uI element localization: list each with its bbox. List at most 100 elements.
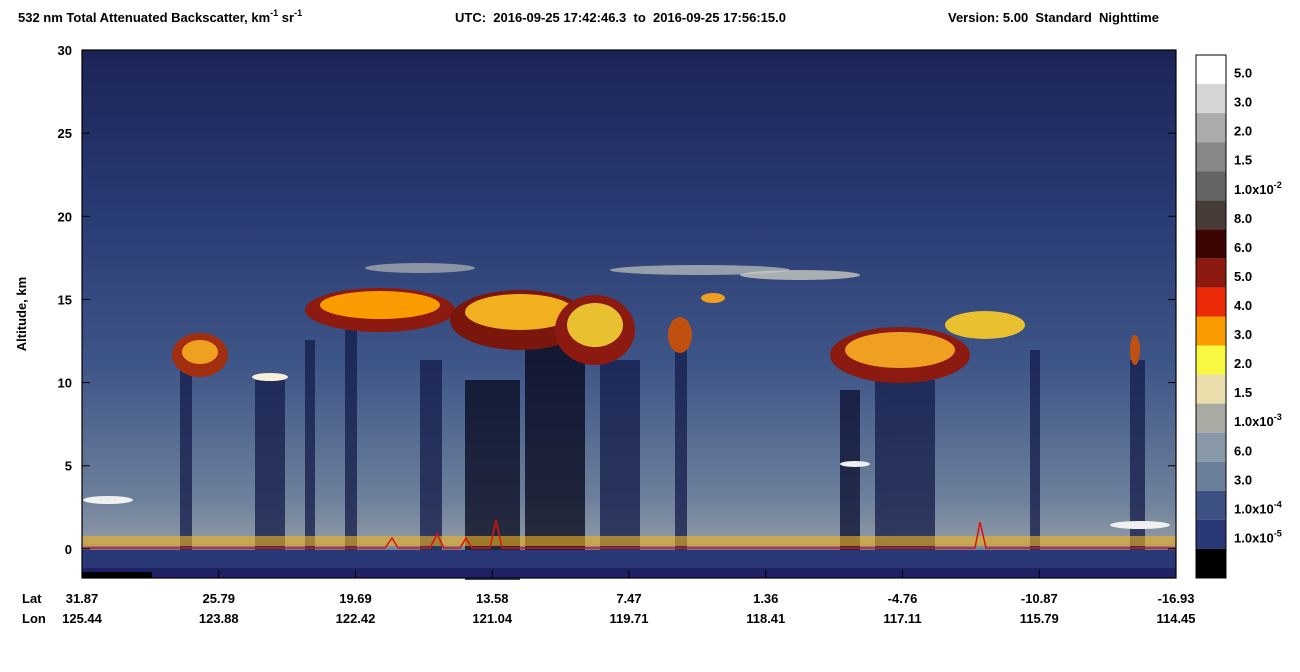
cloud [610,265,790,275]
lon-tick-label: 121.04 [472,611,513,626]
subsurface [82,572,152,578]
lat-tick-label: -4.76 [888,591,918,606]
colorbar-cell [1196,432,1226,462]
cloud [668,317,692,353]
lon-tick-label: 118.41 [746,611,785,626]
colorbar-cell [1196,345,1226,375]
colorbar-label-base: 6.0 [1234,443,1252,458]
colorbar-cell [1196,374,1226,404]
lat-tick-label: 13.58 [476,591,509,606]
cloud [465,294,575,330]
column [465,380,520,580]
colorbar-cell [1196,258,1226,288]
colorbar-label-base: 1.0x10 [1234,530,1274,545]
cloud [845,332,955,368]
cloud [1130,335,1140,365]
lon-tick-label: 114.45 [1156,611,1195,626]
surface-elevation [82,519,1176,549]
chart-title: 532 nm Total Attenuated Backscatter, km-… [18,8,302,25]
colorbar-label: 3.0 [1234,472,1252,487]
colorbar-label: 4.0 [1234,298,1252,313]
y-tick-label: 10 [58,376,72,391]
cloud [740,270,860,280]
cloud [567,303,623,347]
lon-tick-label: 119.71 [609,611,648,626]
colorbar-label: 6.0 [1234,240,1252,255]
colorbar-label-exp: -3 [1274,412,1282,422]
colorbar-label-base: 3.0 [1234,95,1252,110]
y-tick-label: 20 [58,209,72,224]
colorbar-cell [1196,316,1226,346]
colorbar-label-base: 2.0 [1234,124,1252,139]
column [420,360,442,550]
y-tick-label: 25 [58,126,72,141]
colorbar-cell [1196,403,1226,433]
column [255,380,285,550]
backscatter-image [82,50,1176,580]
colorbar-cell [1196,171,1226,201]
colorbar-label: 1.0x10-5 [1234,528,1282,545]
colorbar-cell [1196,200,1226,230]
colorbar-label-exp: -4 [1274,499,1282,509]
cloud [365,263,475,273]
colorbar-label: 1.5 [1234,385,1252,400]
cloud [1110,521,1170,529]
colorbar-label-base: 4.0 [1234,298,1252,313]
column [840,390,860,578]
cloud [701,293,725,303]
colorbar-cell [1196,548,1226,578]
column [525,320,585,578]
column [875,380,935,550]
utc-range: UTC: 2016-09-25 17:42:46.3 to 2016-09-25… [455,10,786,25]
column [675,350,687,550]
colorbar-label: 1.5 [1234,153,1252,168]
colorbar-label-base: 1.0x10 [1234,501,1274,516]
colorbar-label-exp: -5 [1274,528,1282,538]
lon-tick-label: 125.44 [62,611,103,626]
lon-tick-label: 115.79 [1020,611,1059,626]
cloud [945,311,1025,339]
lat-tick-label: -16.93 [1158,591,1195,606]
colorbar-cell [1196,55,1226,85]
lon-tick-label: 122.42 [336,611,376,626]
colorbar-cell [1196,519,1226,549]
colorbar-label: 8.0 [1234,211,1252,226]
lat-tick-label: 25.79 [202,591,235,606]
y-axis-label: Altitude, km [14,277,29,351]
x-row-label: Lat [22,591,42,606]
colorbar-cell [1196,229,1226,259]
colorbar-label: 1.0x10-4 [1234,499,1282,516]
colorbar-cell [1196,142,1226,172]
colorbar-label: 1.0x10-3 [1234,412,1282,429]
lat-tick-label: 7.47 [616,591,641,606]
colorbar-label: 5.0 [1234,269,1252,284]
lat-tick-label: -10.87 [1021,591,1058,606]
lat-tick-label: 19.69 [339,591,372,606]
colorbar-label-base: 1.5 [1234,385,1252,400]
cloud [252,373,288,381]
colorbar-label-base: 5.0 [1234,66,1252,81]
colorbar-cell [1196,84,1226,114]
y-tick-label: 30 [58,43,72,58]
colorbar-label-base: 1.0x10 [1234,414,1274,429]
version: Version: 5.00 Standard Nighttime [948,10,1159,25]
colorbar-label-exp: -2 [1274,180,1282,190]
colorbar-cell [1196,113,1226,143]
title-exp: -1 [270,8,278,18]
column [305,340,315,550]
lon-tick-label: 123.88 [199,611,239,626]
boundary-layer [82,536,1176,546]
cloud [83,496,133,504]
column [1030,350,1040,550]
title-exp: -1 [294,8,302,18]
clouds [83,263,1170,529]
column [180,370,192,550]
colorbar-label-base: 3.0 [1234,327,1252,342]
cloud [840,461,870,467]
y-tick-label: 5 [65,459,72,474]
lon-tick-label: 117.11 [883,611,921,626]
colorbar-label: 2.0 [1234,356,1252,371]
colorbar-label: 3.0 [1234,327,1252,342]
